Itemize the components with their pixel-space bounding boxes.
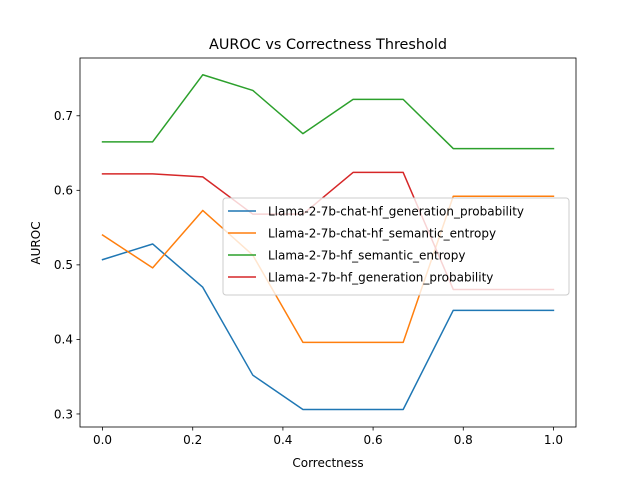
axes: 0.0 0.2 0.4 0.6 0.8 1.0 0.3 0.4 0.5 0.6 0.7: [54, 57, 577, 447]
y-tick-label: 0.7: [54, 109, 73, 123]
y-axis-label: AUROC: [29, 221, 43, 264]
y-tick-label: 0.3: [54, 407, 73, 421]
chart-title: AUROC vs Correctness Threshold: [209, 37, 447, 53]
axes-frame: [79, 57, 577, 428]
legend-label-3: Llama-2-7b-hf_semantic_entropy: [268, 249, 465, 263]
y-tick-label: 0.5: [54, 258, 73, 272]
legend-box: [222, 197, 570, 296]
plot-area: [101, 74, 555, 411]
x-tick-label: 1.0: [544, 433, 563, 447]
series-line-2: [101, 195, 555, 344]
legend-label-1: Llama-2-7b-chat-hf_generation_probabilit…: [268, 205, 524, 219]
legend-label-2: Llama-2-7b-chat-hf_semantic_entropy: [268, 227, 496, 241]
series-line-3: [101, 74, 555, 150]
y-tick-label: 0.6: [54, 184, 73, 198]
x-tick-label: 0.0: [93, 433, 112, 447]
legend: Llama-2-7b-chat-hf_generation_probabilit…: [222, 197, 570, 296]
x-axis-label: Correctness: [292, 456, 363, 470]
series-line-1: [101, 243, 555, 411]
x-tick-label: 0.8: [454, 433, 473, 447]
legend-label-4: Llama-2-7b-hf_generation_probability: [268, 271, 493, 285]
y-tick-label: 0.4: [54, 333, 73, 347]
x-tick-label: 0.6: [364, 433, 383, 447]
x-tick-label: 0.4: [273, 433, 292, 447]
x-tick-label: 0.2: [183, 433, 202, 447]
